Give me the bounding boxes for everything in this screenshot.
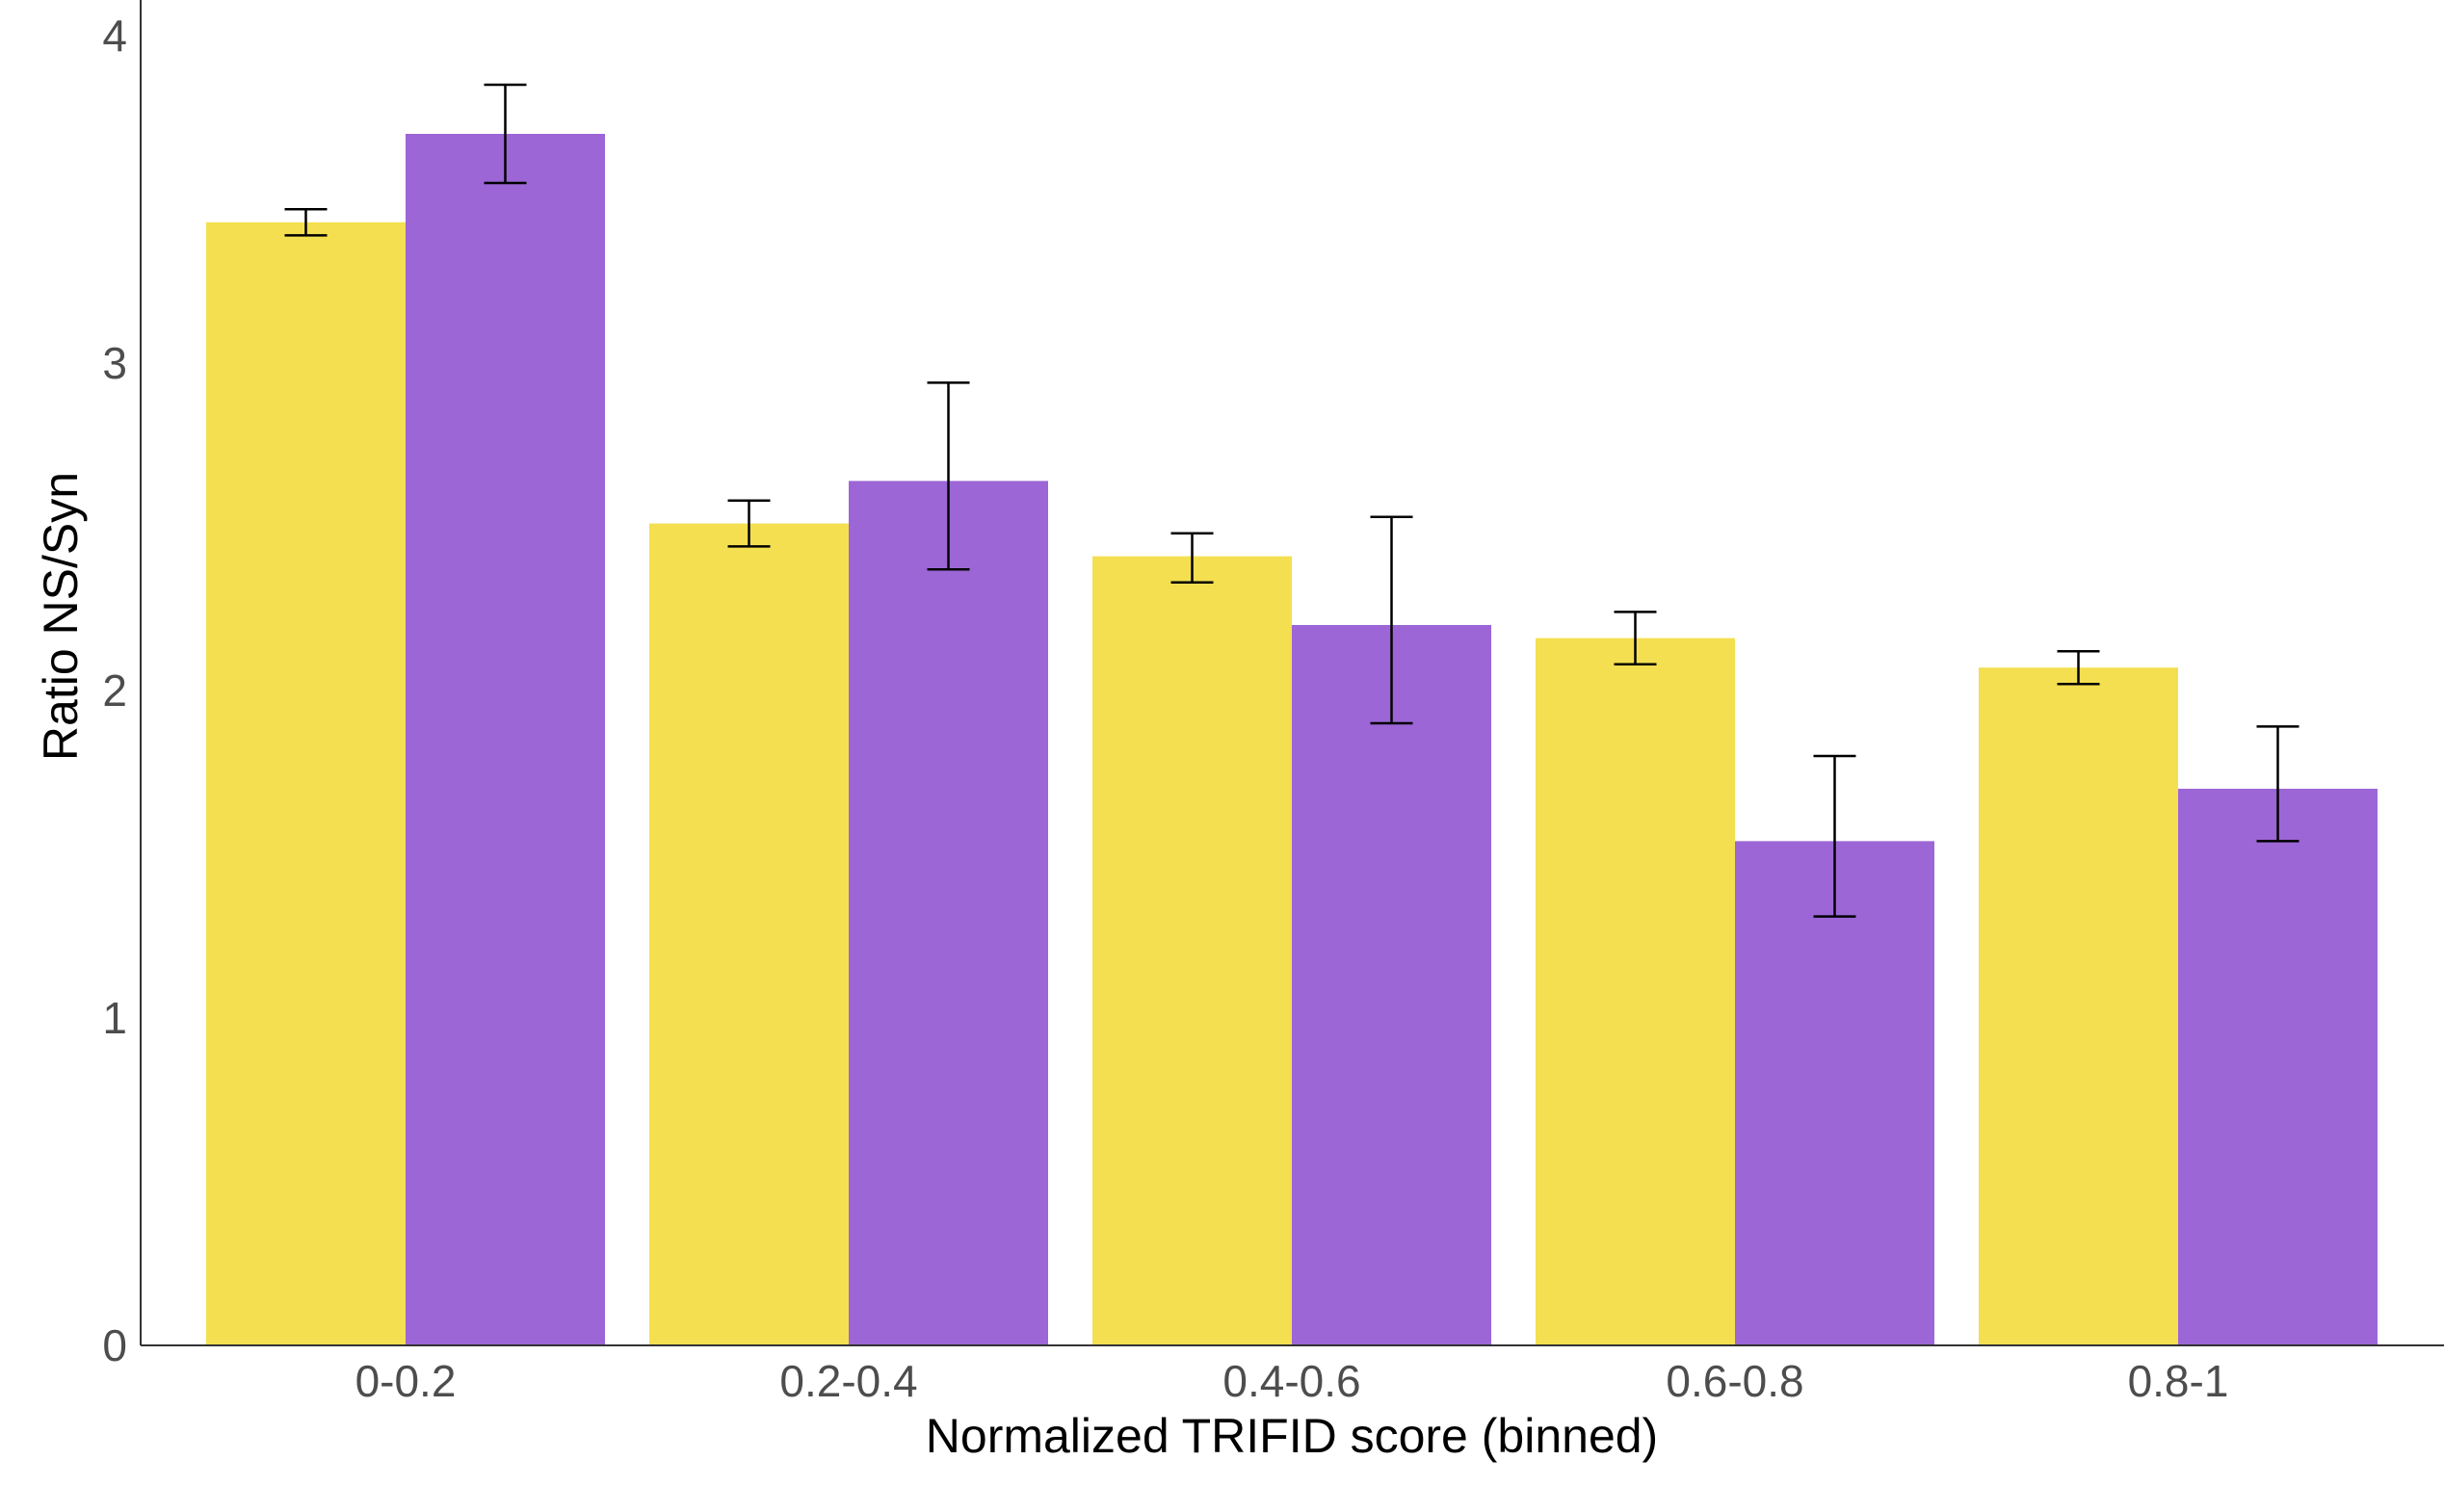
error-bar-0.4-0.6-series-1 [1170,532,1214,585]
x-tick-label: 0.6-0.8 [1666,1356,1803,1406]
y-tick-label: 4 [102,11,127,61]
x-tick-label: 0.8-1 [2128,1356,2229,1406]
y-tick-label: 1 [102,993,127,1043]
y-tick-label: 2 [102,665,127,716]
bar-0.4-0.6-series-2 [1292,625,1491,1345]
bar-0.2-0.4-series-2 [849,481,1048,1345]
y-axis-title: Ratio NS/Syn [34,472,88,761]
error-bar-0-0.2-series-1 [284,207,328,237]
y-axis-ticks: 0 1 2 3 4 [102,11,127,1370]
error-bar-0.4-0.6-series-2 [1370,515,1413,725]
bar-0-0.2-series-2 [406,134,605,1345]
error-bar-0.2-0.4-series-2 [927,381,970,571]
y-tick-label: 3 [102,338,127,388]
bar-0.4-0.6-series-1 [1092,556,1292,1345]
x-tick-label: 0-0.2 [355,1356,457,1406]
bar-0.6-0.8-series-2 [1735,841,1934,1345]
error-bar-0-0.2-series-2 [484,83,527,185]
bar-0.8-1-series-1 [1979,667,2178,1345]
bars-layer [206,134,2378,1345]
x-tick-label: 0.2-0.4 [779,1356,917,1406]
bar-0.8-1-series-2 [2178,789,2378,1345]
error-bar-0.8-1-series-2 [2256,725,2299,843]
x-axis-title: Normalized TRIFID score (binned) [926,1409,1658,1463]
bar-0-0.2-series-1 [206,222,406,1345]
error-bar-0.6-0.8-series-2 [1813,754,1856,918]
x-tick-label: 0.4-0.6 [1222,1356,1360,1406]
error-bar-0.2-0.4-series-1 [727,499,771,548]
y-tick-label: 0 [102,1320,127,1370]
error-bar-0.6-0.8-series-1 [1614,611,1657,666]
error-bar-0.8-1-series-1 [2057,649,2100,686]
bar-0.2-0.4-series-1 [649,523,849,1345]
error-bars-layer [284,83,2299,918]
x-axis-ticks: 0-0.2 0.2-0.4 0.4-0.6 0.6-0.8 0.8-1 [355,1356,2229,1406]
bar-0.6-0.8-series-1 [1536,638,1735,1345]
